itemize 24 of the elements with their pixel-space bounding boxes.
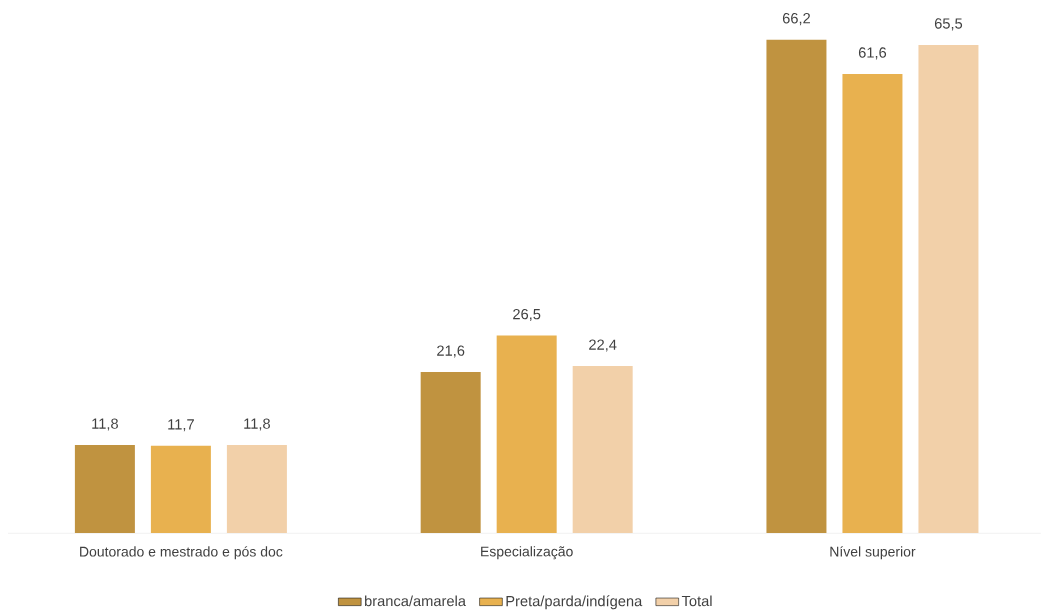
bar — [918, 44, 979, 533]
data-label: 66,2 — [782, 13, 810, 26]
data-label: 11,8 — [92, 418, 118, 431]
data-label: 11,7 — [168, 419, 194, 432]
bar — [226, 445, 287, 533]
bar — [496, 335, 557, 533]
legend-label: branca/amarela — [365, 595, 466, 607]
x-tick-label: Especialização — [481, 546, 573, 560]
bar — [766, 39, 827, 533]
bar — [150, 445, 211, 533]
x-tick-label: Doutorado e mestrado e pós doc — [80, 546, 283, 560]
legend-label: Preta/parda/indígena — [506, 595, 643, 610]
bar — [572, 366, 633, 533]
data-label: 61,6 — [858, 47, 887, 60]
bar — [842, 73, 903, 533]
data-label: 65,5 — [934, 18, 963, 31]
bar — [74, 445, 135, 533]
x-tick-label: Nível superior — [830, 546, 916, 560]
data-label: 22,4 — [589, 339, 617, 352]
legend-label: Total — [681, 595, 712, 607]
bar — [420, 372, 481, 533]
data-label: 21,6 — [437, 345, 465, 358]
data-label: 11,8 — [244, 418, 270, 431]
data-label: 26,5 — [513, 308, 541, 322]
